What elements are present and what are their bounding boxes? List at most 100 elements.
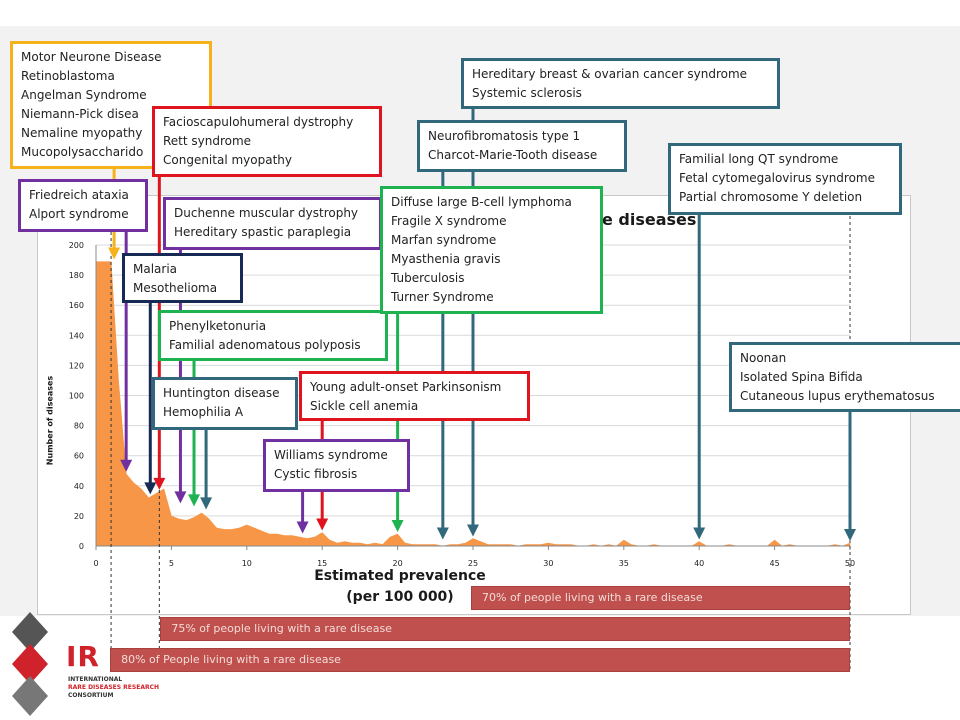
annotation-box-parkinsonism: Young adult-onset Parkinsonism Sickle cel… bbox=[299, 371, 530, 421]
logo-line-3: CONSORTIUM bbox=[68, 692, 114, 699]
annotation-box-long-qt: Familial long QT syndrome Fetal cytomegal… bbox=[668, 143, 902, 215]
annotation-arrowhead bbox=[153, 477, 166, 490]
annotation-line: Duchenne muscular dystrophy bbox=[174, 206, 359, 220]
annotation-arrowhead bbox=[188, 494, 201, 507]
annotation-box-friedreich: Friedreich ataxia Alport syndrome bbox=[18, 179, 148, 232]
top-band bbox=[0, 0, 960, 26]
annotation-arrowhead bbox=[693, 527, 706, 540]
annotation-line: Friedreich ataxia bbox=[29, 188, 129, 202]
x-tick-label: 40 bbox=[694, 559, 704, 568]
annotation-line: Diffuse large B-cell lymphoma bbox=[391, 195, 572, 209]
annotation-line: Mucopolysaccharido bbox=[21, 145, 144, 159]
x-axis-label-line: (per 100 000) bbox=[346, 589, 454, 605]
annotation-line: Facioscapulohumeral dystrophy bbox=[163, 115, 354, 129]
annotation-line: Retinoblastoma bbox=[21, 69, 115, 83]
x-tick-label: 30 bbox=[543, 559, 553, 568]
prevalence-bar-70: 70% of people living with a rare disease bbox=[471, 586, 850, 610]
annotation-line: Mesothelioma bbox=[133, 281, 218, 295]
y-axis-label: Number of diseases bbox=[45, 375, 55, 466]
annotation-arrowhead bbox=[174, 491, 187, 504]
y-tick-label: 0 bbox=[79, 542, 84, 551]
x-tick-label: 10 bbox=[242, 559, 252, 568]
x-axis-label-line: Estimated prevalence bbox=[314, 568, 486, 584]
ircc-logo-mark bbox=[12, 612, 48, 716]
annotation-arrowhead bbox=[436, 527, 449, 540]
y-tick-label: 20 bbox=[74, 512, 84, 521]
annotation-box-noonan: Noonan Isolated Spina Bifida Cutaneous lup… bbox=[729, 342, 960, 412]
x-tick-label: 5 bbox=[169, 559, 174, 568]
annotation-line: Myasthenia gravis bbox=[391, 252, 501, 266]
annotation-line: Tuberculosis bbox=[391, 271, 465, 285]
annotation-box-lymphoma: Diffuse large B-cell lymphoma Fragile X s… bbox=[380, 186, 603, 314]
prevalence-bar-80: 80% of People living with a rare disease bbox=[110, 648, 850, 672]
x-tick-label: 25 bbox=[468, 559, 478, 568]
annotation-line: Fetal cytomegalovirus syndrome bbox=[679, 171, 876, 185]
annotation-line: Hereditary breast & ovarian cancer syndr… bbox=[472, 67, 748, 81]
annotation-arrowhead bbox=[108, 247, 121, 260]
annotation-line: Hemophilia A bbox=[163, 405, 244, 419]
annotation-line: Hereditary spastic paraplegia bbox=[174, 225, 352, 239]
y-tick-label: 180 bbox=[69, 271, 84, 280]
x-tick-label: 15 bbox=[317, 559, 327, 568]
y-tick-label: 140 bbox=[69, 331, 84, 340]
y-tick-label: 40 bbox=[74, 482, 84, 491]
annotation-line: Neurofibromatosis type 1 bbox=[428, 129, 581, 143]
annotation-line: Familial adenomatous polyposis bbox=[169, 338, 361, 352]
annotation-line: Partial chromosome Y deletion bbox=[679, 190, 863, 204]
x-tick-label: 35 bbox=[619, 559, 629, 568]
annotation-line: Huntington disease bbox=[163, 386, 280, 400]
x-axis-label: Estimated prevalence (per 100 000) bbox=[300, 566, 500, 608]
annotation-line: Motor Neurone Disease bbox=[21, 50, 162, 64]
annotation-box-williams: Williams syndrome Cystic fibrosis bbox=[263, 439, 410, 492]
annotation-arrowhead bbox=[120, 459, 133, 472]
y-tick-label: 60 bbox=[74, 452, 84, 461]
annotation-box-motor-neurone: Motor Neurone Disease Retinoblastoma Angel… bbox=[10, 41, 212, 169]
prevalence-bar-75: 75% of people living with a rare disease bbox=[160, 617, 850, 641]
annotation-box-duchenne: Duchenne muscular dystrophy Hereditary sp… bbox=[163, 197, 382, 250]
annotation-line: Malaria bbox=[133, 262, 178, 276]
annotation-arrowhead bbox=[844, 528, 856, 541]
annotation-line: Systemic sclerosis bbox=[472, 86, 582, 100]
annotation-box-neurofibromatosis: Neurofibromatosis type 1 Charcot-Marie-To… bbox=[417, 120, 627, 172]
logo-line-2: RARE DISEASES RESEARCH bbox=[68, 684, 160, 691]
annotation-line: Charcot-Marie-Tooth disease bbox=[428, 148, 598, 162]
annotation-line: Fragile X syndrome bbox=[391, 214, 507, 228]
annotation-arrowhead bbox=[391, 519, 404, 532]
annotation-arrowhead bbox=[144, 482, 157, 495]
annotation-line: Cutaneous lupus erythematosus bbox=[740, 389, 935, 403]
annotation-arrowhead bbox=[200, 497, 213, 510]
annotation-box-facioscapulohumeral: Facioscapulohumeral dystrophy Rett syndro… bbox=[152, 106, 382, 177]
x-tick-label: 20 bbox=[393, 559, 403, 568]
annotation-box-phenylketonuria: Phenylketonuria Familial adenomatous poly… bbox=[158, 310, 388, 361]
annotation-line: Turner Syndrome bbox=[391, 290, 494, 304]
annotation-arrowhead bbox=[467, 524, 479, 537]
annotation-line: Noonan bbox=[740, 351, 787, 365]
y-tick-label: 160 bbox=[69, 301, 84, 310]
annotation-box-malaria: Malaria Mesothelioma bbox=[122, 253, 243, 303]
annotation-line: Nemaline myopathy bbox=[21, 126, 143, 140]
annotation-line: Familial long QT syndrome bbox=[679, 152, 839, 166]
annotation-arrowhead bbox=[316, 518, 329, 531]
annotation-box-hereditary-breast: Hereditary breast & ovarian cancer syndr… bbox=[461, 58, 780, 109]
x-tick-label: 0 bbox=[93, 559, 98, 568]
logo-line-1: INTERNATIONAL bbox=[68, 676, 123, 683]
logo-caption: INTERNATIONAL RARE DISEASES RESEARCH CON… bbox=[68, 676, 159, 700]
y-tick-label: 80 bbox=[74, 422, 84, 431]
annotation-line: Phenylketonuria bbox=[169, 319, 267, 333]
chart-axes: 0 20 40 60 80 100 120 140 160 180 200 0 5 10 15 20 25 30 3… bbox=[69, 241, 855, 568]
annotation-line: Sickle cell anemia bbox=[310, 399, 419, 413]
annotation-box-huntington: Huntington disease Hemophilia A bbox=[152, 377, 298, 430]
annotation-line: Marfan syndrome bbox=[391, 233, 497, 247]
x-axis-label-text: Estimated prevalence (per 100 000) bbox=[300, 566, 500, 608]
logo-wordmark: IR bbox=[66, 640, 100, 673]
x-tick-label: 45 bbox=[770, 559, 780, 568]
annotation-line: Angelman Syndrome bbox=[21, 88, 147, 102]
annotation-line: Alport syndrome bbox=[29, 207, 129, 221]
x-tick-label: 50 bbox=[845, 559, 855, 568]
y-tick-label: 200 bbox=[69, 241, 84, 250]
annotation-line: Niemann-Pick disea bbox=[21, 107, 139, 121]
y-tick-label: 100 bbox=[69, 392, 84, 401]
annotation-line: Cystic fibrosis bbox=[274, 467, 358, 481]
annotation-line: Young adult-onset Parkinsonism bbox=[310, 380, 502, 394]
annotation-line: Isolated Spina Bifida bbox=[740, 370, 863, 384]
